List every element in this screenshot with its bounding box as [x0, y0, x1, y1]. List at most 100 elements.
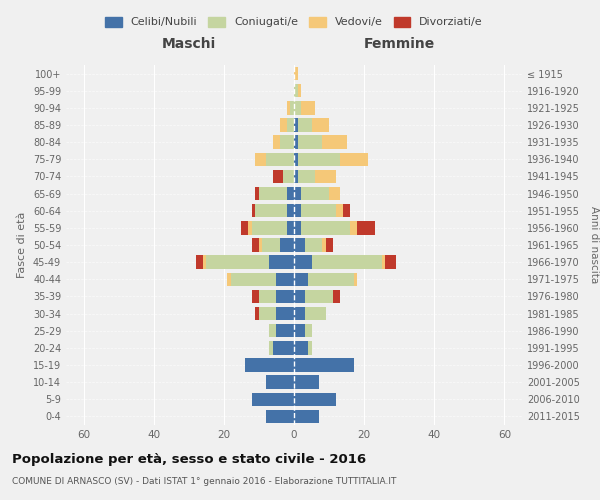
Bar	[277, 324, 294, 338]
Bar	[287, 221, 294, 234]
Bar	[301, 187, 329, 200]
Bar	[280, 136, 294, 149]
Bar	[343, 204, 350, 218]
Bar	[256, 307, 259, 320]
Bar	[294, 392, 336, 406]
Bar	[248, 221, 252, 234]
Bar	[294, 204, 301, 218]
Bar	[322, 136, 347, 149]
Bar	[322, 238, 326, 252]
Text: COMUNE DI ARNASCO (SV) - Dati ISTAT 1° gennaio 2016 - Elaborazione TUTTITALIA.IT: COMUNE DI ARNASCO (SV) - Dati ISTAT 1° g…	[12, 478, 397, 486]
Bar	[294, 118, 298, 132]
Bar	[315, 170, 336, 183]
Text: Femmine: Femmine	[364, 38, 435, 52]
Bar	[305, 290, 332, 303]
Bar	[308, 341, 311, 354]
Bar	[259, 238, 262, 252]
Bar	[280, 238, 294, 252]
Bar	[277, 290, 294, 303]
Bar	[294, 272, 308, 286]
Bar	[298, 84, 301, 98]
Bar	[294, 238, 305, 252]
Bar	[273, 170, 283, 183]
Bar	[382, 256, 385, 269]
Bar	[305, 307, 326, 320]
Bar	[294, 341, 308, 354]
Bar	[294, 324, 305, 338]
Bar	[301, 204, 336, 218]
Bar	[298, 136, 322, 149]
Bar	[290, 101, 294, 114]
Bar	[269, 341, 273, 354]
Bar	[294, 152, 298, 166]
Bar	[305, 238, 322, 252]
Bar	[298, 170, 315, 183]
Bar	[269, 324, 277, 338]
Bar	[294, 84, 298, 98]
Bar	[294, 101, 301, 114]
Bar	[294, 221, 301, 234]
Bar	[252, 204, 256, 218]
Bar	[245, 358, 294, 372]
Bar	[287, 101, 290, 114]
Text: Maschi: Maschi	[161, 38, 216, 52]
Bar	[252, 238, 259, 252]
Legend: Celibi/Nubili, Coniugati/e, Vedovi/e, Divorziati/e: Celibi/Nubili, Coniugati/e, Vedovi/e, Di…	[105, 16, 483, 28]
Bar	[326, 238, 332, 252]
Bar	[357, 221, 374, 234]
Bar	[259, 187, 287, 200]
Bar	[280, 118, 287, 132]
Bar	[227, 272, 231, 286]
Bar	[252, 392, 294, 406]
Bar	[340, 152, 368, 166]
Bar	[311, 118, 329, 132]
Bar	[283, 170, 294, 183]
Bar	[241, 221, 248, 234]
Bar	[277, 272, 294, 286]
Bar	[294, 358, 353, 372]
Y-axis label: Fasce di età: Fasce di età	[17, 212, 27, 278]
Bar	[252, 221, 287, 234]
Bar	[231, 272, 277, 286]
Bar	[262, 238, 280, 252]
Bar	[266, 376, 294, 389]
Bar	[294, 136, 298, 149]
Bar	[301, 101, 315, 114]
Bar	[385, 256, 396, 269]
Bar	[350, 221, 357, 234]
Bar	[196, 256, 203, 269]
Bar	[259, 307, 277, 320]
Bar	[308, 272, 353, 286]
Bar	[294, 67, 298, 80]
Bar	[294, 376, 319, 389]
Bar	[252, 290, 259, 303]
Bar	[301, 221, 350, 234]
Bar	[269, 256, 294, 269]
Bar	[305, 324, 311, 338]
Bar	[294, 307, 305, 320]
Bar	[287, 204, 294, 218]
Bar	[287, 187, 294, 200]
Bar	[256, 152, 266, 166]
Bar	[311, 256, 382, 269]
Y-axis label: Anni di nascita: Anni di nascita	[589, 206, 599, 284]
Bar	[294, 187, 301, 200]
Bar	[266, 410, 294, 423]
Bar	[203, 256, 206, 269]
Bar	[256, 204, 287, 218]
Bar	[273, 136, 280, 149]
Bar	[266, 152, 294, 166]
Text: Popolazione per età, sesso e stato civile - 2016: Popolazione per età, sesso e stato civil…	[12, 452, 366, 466]
Bar	[336, 204, 343, 218]
Bar	[332, 290, 340, 303]
Bar	[287, 118, 294, 132]
Bar	[353, 272, 357, 286]
Bar	[206, 256, 269, 269]
Bar	[294, 410, 319, 423]
Bar	[298, 118, 311, 132]
Bar	[329, 187, 340, 200]
Bar	[298, 152, 340, 166]
Bar	[277, 307, 294, 320]
Bar	[294, 290, 305, 303]
Bar	[259, 290, 277, 303]
